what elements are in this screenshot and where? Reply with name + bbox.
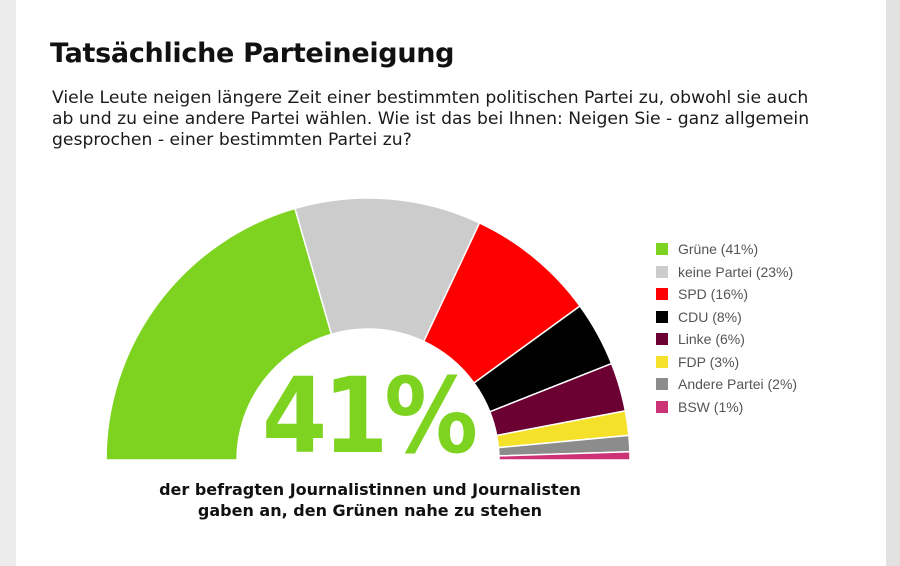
legend-item: keine Partei (23%) <box>656 261 797 284</box>
highlight-value: 41% <box>262 355 475 477</box>
legend-item: CDU (8%) <box>656 306 797 329</box>
legend-item: Andere Partei (2%) <box>656 373 797 396</box>
legend-item: BSW (1%) <box>656 396 797 419</box>
legend-swatch <box>656 243 668 256</box>
chart-caption: der befragten Journalistinnen und Journa… <box>100 479 640 521</box>
legend-label: keine Partei (23%) <box>678 263 794 280</box>
legend-swatch <box>656 355 668 368</box>
legend-label: Linke (6%) <box>678 331 745 348</box>
page-edge <box>886 0 900 566</box>
caption-line-1: der befragten Journalistinnen und Journa… <box>159 480 581 499</box>
legend-item: FDP (3%) <box>656 351 797 374</box>
legend-label: BSW (1%) <box>678 398 744 415</box>
caption-line-2: gaben an, den Grünen nahe zu stehen <box>197 501 543 520</box>
slice-bsw <box>498 450 631 461</box>
legend-label: CDU (8%) <box>678 308 742 325</box>
legend-label: Grüne (41%) <box>678 241 759 258</box>
legend-swatch <box>656 265 668 278</box>
legend-item: Grüne (41%) <box>656 238 797 261</box>
legend-swatch <box>656 333 668 346</box>
legend-swatch <box>656 310 668 323</box>
legend-label: SPD (16%) <box>678 286 749 303</box>
legend-item: Linke (6%) <box>656 328 797 351</box>
survey-question: Viele Leute neigen längere Zeit einer be… <box>52 88 810 150</box>
legend-swatch <box>656 400 668 413</box>
legend-label: FDP (3%) <box>678 353 740 370</box>
slice-keine-partei <box>293 197 481 343</box>
chart-legend: Grüne (41%) keine Partei (23%) SPD (16%) CD… <box>656 238 797 418</box>
slice-grüne <box>105 207 333 461</box>
legend-label: Andere Partei (2%) <box>678 376 798 393</box>
legend-swatch <box>656 378 668 391</box>
chart-slices <box>105 197 631 461</box>
legend-swatch <box>656 288 668 301</box>
legend-item: SPD (16%) <box>656 283 797 306</box>
chart-title: Tatsächliche Parteineigung <box>50 38 455 69</box>
